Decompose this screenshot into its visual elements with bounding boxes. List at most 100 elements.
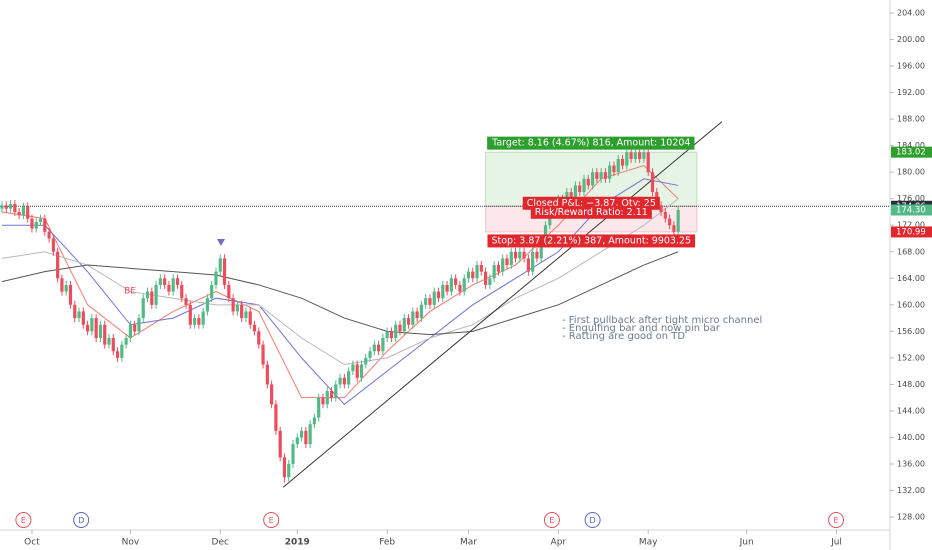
candle-body (287, 464, 291, 478)
candle-body (167, 284, 171, 292)
candle-body (252, 324, 257, 332)
candle-body (278, 430, 282, 458)
candle-body (0, 205, 4, 209)
candle-body (586, 178, 590, 186)
candle-body (668, 218, 672, 226)
candle-body (274, 404, 278, 431)
y-tick-label: 184.00 (897, 141, 925, 150)
stop-label: Stop: 3.87 (2.21%) 387, Amount: 9903.25 (491, 235, 691, 246)
y-tick-label: 172.00 (897, 221, 925, 230)
x-tick-label: 2019 (285, 538, 310, 548)
candle-body (312, 417, 317, 425)
candle-body (201, 311, 205, 325)
candle-body (235, 304, 239, 312)
candle-body (509, 251, 513, 266)
candle-body (394, 324, 398, 338)
candle-body (415, 311, 419, 319)
candle-body (616, 158, 620, 173)
candle-body (329, 391, 334, 398)
candle-body (214, 271, 218, 285)
candle-body (222, 258, 227, 285)
candle-body (385, 331, 389, 338)
candle-body (531, 251, 535, 272)
candle-body (608, 165, 612, 179)
plot: Target: 8.16 (4.67%) 816, Amount: 10204 C… (0, 121, 890, 528)
y-tick-label: 132.00 (897, 486, 925, 495)
y-tick-label: 180.00 (897, 168, 925, 177)
candle-body (73, 304, 77, 319)
candle-body (471, 271, 475, 279)
price-badge-label: 174.30 (896, 205, 926, 215)
y-tick-label: 128.00 (897, 513, 925, 522)
candle-body (582, 178, 586, 193)
candle-body (231, 298, 235, 312)
x-tick-label: Mar (460, 538, 477, 548)
price-badge (891, 226, 932, 238)
candle-body (569, 192, 573, 199)
candle-body (227, 284, 231, 299)
candle-body (646, 152, 650, 173)
x-tick-label: Jul (830, 538, 842, 548)
candle-body (454, 278, 458, 285)
stop-label-bg (487, 234, 696, 248)
candle-body (625, 152, 629, 166)
candle-body (240, 304, 244, 319)
candle-body (64, 284, 68, 292)
candle-body (94, 318, 98, 338)
event-marker (584, 512, 601, 528)
candle-body (34, 221, 38, 229)
event-label: E (549, 516, 554, 525)
candle-body (270, 384, 274, 405)
event-marker (15, 512, 32, 528)
candle-body (248, 311, 252, 325)
candle-body (338, 377, 342, 385)
candle-body (184, 298, 188, 305)
annotation: - Ratting are good on TD (562, 331, 685, 342)
target-label: Target: 8.16 (4.67%) 816, Amount: 10204 (491, 138, 690, 149)
annotation: - First pullback after tight micro chann… (562, 315, 762, 326)
candle-body (458, 284, 462, 292)
candle-body (629, 152, 633, 159)
event-label: E (834, 516, 839, 525)
candle-body (4, 205, 8, 209)
candle-body (483, 271, 488, 285)
candle-body (342, 377, 346, 385)
candle-body (543, 225, 548, 239)
y-tick-label: 204.00 (897, 8, 925, 17)
candle-body (432, 291, 436, 305)
candle-body (171, 278, 175, 292)
candle-body (672, 225, 676, 232)
candle-body (595, 172, 599, 179)
candle-body (578, 185, 582, 193)
candle-body (154, 284, 158, 305)
candle-body (573, 185, 578, 199)
candle-body (441, 284, 445, 299)
candle-body (60, 278, 64, 292)
target-label-bg (487, 136, 695, 150)
candle-body (192, 318, 197, 325)
y-tick-label: 160.00 (897, 300, 925, 309)
candle-body (402, 318, 406, 332)
event-label: D (78, 516, 84, 525)
candle-body (321, 397, 325, 405)
candle-body (650, 172, 655, 193)
candle-body (261, 344, 265, 365)
candle-body (68, 284, 73, 305)
candle-body (180, 284, 184, 299)
candle-body (526, 258, 530, 272)
candle-body (56, 251, 60, 279)
candle-body (620, 158, 625, 166)
candle-body (445, 284, 449, 292)
candle-body (295, 437, 299, 445)
candle-body (308, 424, 312, 445)
candle-body (77, 311, 81, 319)
candle-body (265, 364, 269, 385)
candle-body (141, 298, 145, 319)
candle-body (364, 357, 368, 365)
candle-body (539, 238, 543, 259)
y-tick-label: 196.00 (897, 62, 925, 71)
y-tick-label: 136.00 (897, 460, 925, 469)
candle-body (205, 298, 210, 312)
candle-body (449, 278, 453, 292)
